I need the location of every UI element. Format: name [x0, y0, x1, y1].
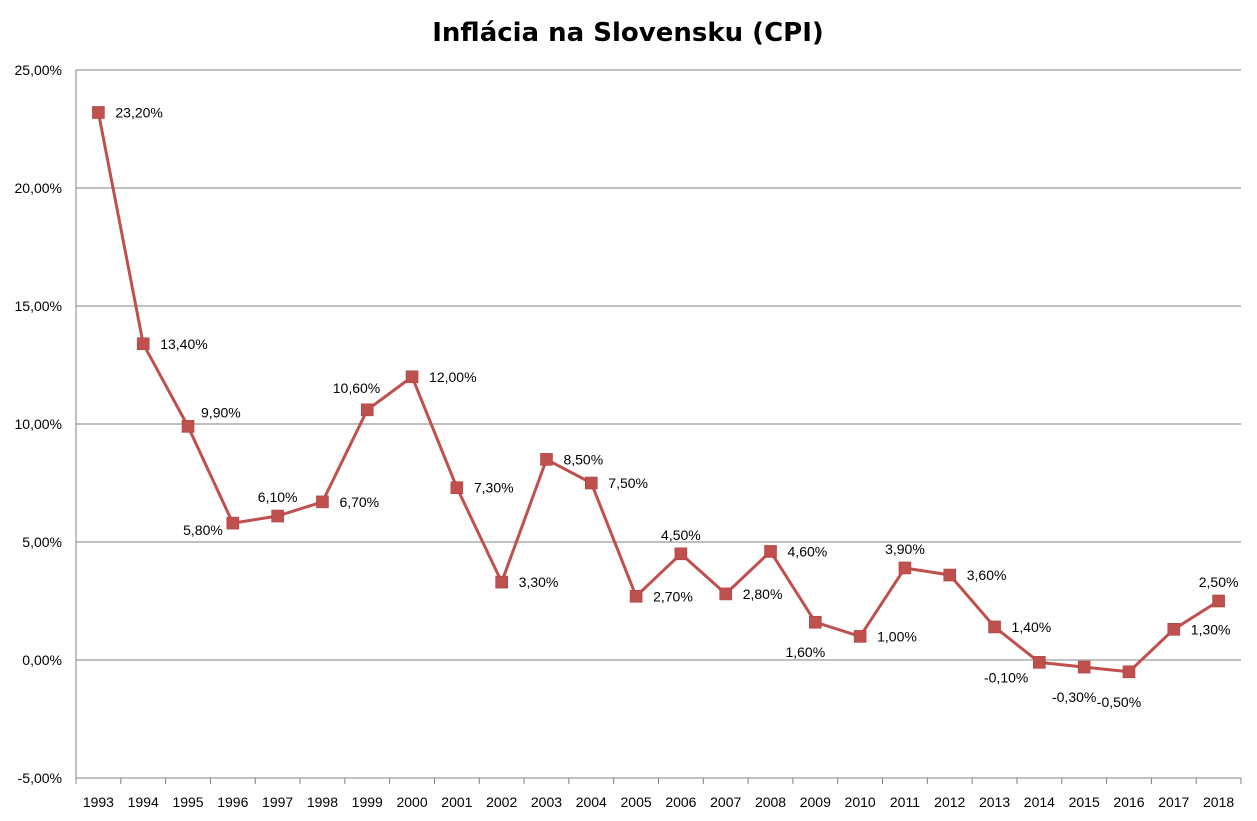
data-label: 10,60%	[333, 380, 380, 396]
y-tick-label: 15,00%	[15, 298, 62, 314]
x-tick-label: 2015	[1069, 794, 1100, 810]
data-label: -0,50%	[1097, 694, 1141, 710]
y-tick-label: 20,00%	[15, 180, 62, 196]
data-point	[1077, 660, 1091, 674]
data-label: 7,50%	[608, 475, 648, 491]
data-label: 6,70%	[339, 494, 379, 510]
series-inflation	[92, 106, 1225, 679]
data-label: 6,10%	[258, 489, 298, 505]
data-label: 13,40%	[160, 336, 207, 352]
x-tick-label: 1995	[172, 794, 203, 810]
data-label: 7,30%	[474, 480, 514, 496]
data-label: 5,80%	[183, 522, 223, 538]
data-point	[92, 106, 105, 119]
data-point	[764, 545, 777, 558]
data-point	[674, 547, 688, 561]
x-tick-label: 2016	[1113, 794, 1144, 810]
data-label: 2,80%	[743, 586, 783, 602]
series-line	[96, 112, 1220, 674]
data-point	[809, 615, 822, 629]
x-tick-label: 2018	[1203, 794, 1234, 810]
data-point	[1033, 656, 1046, 669]
data-label: 2,70%	[653, 588, 693, 604]
data-point	[853, 630, 867, 643]
data-point	[988, 620, 1001, 634]
x-tick-label: 2005	[621, 794, 652, 810]
x-tick-label: 2012	[934, 794, 965, 810]
x-tick-label: 2007	[710, 794, 741, 810]
data-point	[450, 481, 464, 495]
data-label: 3,60%	[967, 567, 1007, 583]
y-axis-tick-labels: -5,00% 0,00% 5,00% 10,00% 15,00% 20,00% 25,00%	[15, 62, 62, 786]
x-tick-label: 1993	[83, 794, 114, 810]
x-tick-label: 2008	[755, 794, 786, 810]
data-label: 23,20%	[115, 104, 162, 120]
x-tick-label: 2001	[441, 794, 472, 810]
x-tick-label: 2010	[845, 794, 876, 810]
data-point	[226, 516, 240, 530]
y-tick-label: 5,00%	[22, 534, 62, 550]
data-label: 1,30%	[1191, 621, 1231, 637]
data-label: 12,00%	[429, 369, 476, 385]
x-tick-label: 2002	[486, 794, 517, 810]
data-point	[1122, 665, 1136, 679]
x-tick-label: 1996	[217, 794, 248, 810]
data-label: -0,30%	[1052, 689, 1096, 705]
data-labels: 23,20% 13,40% 9,90% 5,80% 6,10% 6,70% 10,60% 12…	[115, 104, 1238, 709]
y-tick-label: 10,00%	[15, 416, 62, 432]
data-point	[943, 568, 957, 582]
data-label: 3,30%	[519, 574, 559, 590]
x-tick-label: 2000	[396, 794, 427, 810]
x-tick-label: 2017	[1158, 794, 1189, 810]
data-label: 3,90%	[885, 541, 925, 557]
x-tick-label: 2009	[800, 794, 831, 810]
data-point	[271, 509, 284, 523]
data-point	[719, 587, 733, 601]
data-label: 9,90%	[201, 404, 241, 420]
data-point	[1167, 623, 1181, 636]
data-point	[360, 403, 374, 417]
data-label: 2,50%	[1199, 574, 1239, 590]
axes	[75, 70, 1242, 784]
data-label: -0,10%	[984, 669, 1028, 685]
x-tick-label: 2011	[890, 794, 920, 810]
x-tick-label: 1998	[307, 794, 338, 810]
data-point	[405, 370, 419, 384]
data-label: 4,60%	[788, 543, 828, 559]
data-point	[540, 453, 553, 466]
data-point	[1212, 594, 1225, 608]
gridlines	[76, 69, 1241, 779]
data-label: 8,50%	[563, 451, 603, 467]
data-label: 1,00%	[877, 628, 917, 644]
data-label: 4,50%	[661, 527, 701, 543]
data-point	[629, 589, 643, 603]
x-tick-label: 2013	[979, 794, 1010, 810]
x-tick-label: 2003	[531, 794, 562, 810]
x-axis-tick-labels: 1993 1994 1995 1996 1997 1998 1999 2000 2001 2002…	[83, 794, 1235, 810]
data-point	[316, 495, 329, 509]
data-point	[136, 337, 150, 351]
data-point	[181, 420, 195, 433]
data-point	[584, 476, 598, 490]
data-point	[898, 561, 912, 575]
y-tick-label: 25,00%	[15, 62, 62, 78]
data-label: 1,40%	[1012, 619, 1052, 635]
chart-title: Inflácia na Slovensku (CPI)	[432, 18, 824, 48]
data-point	[495, 575, 508, 589]
data-label: 1,60%	[785, 644, 825, 660]
y-tick-label: 0,00%	[22, 652, 62, 668]
x-tick-label: 2004	[576, 794, 607, 810]
x-tick-label: 2014	[1024, 794, 1055, 810]
x-tick-label: 1997	[262, 794, 293, 810]
x-tick-label: 1994	[128, 794, 159, 810]
x-tick-label: 2006	[665, 794, 696, 810]
x-tick-label: 1999	[352, 794, 383, 810]
y-tick-label: -5,00%	[18, 770, 62, 786]
